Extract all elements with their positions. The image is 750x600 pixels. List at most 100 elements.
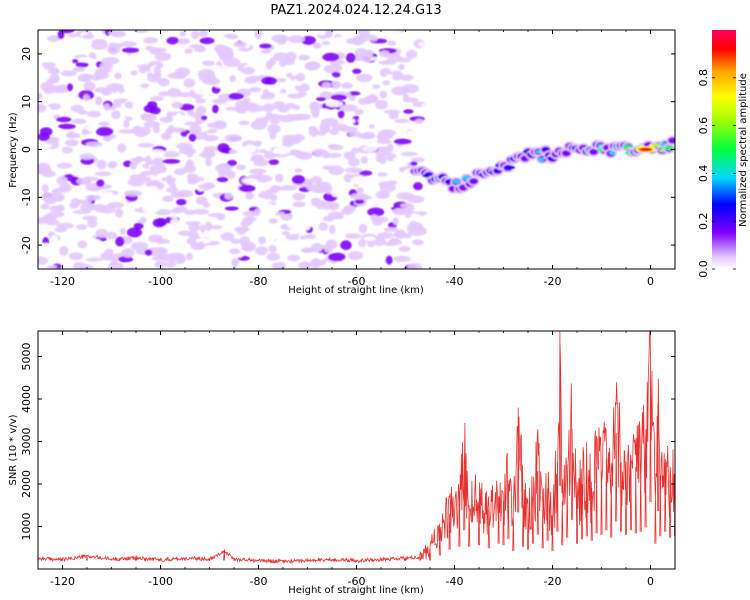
noise-blob: [154, 261, 167, 269]
noise-blob: [186, 147, 194, 158]
noise-blob: [294, 113, 312, 121]
noise-blob: [67, 33, 78, 38]
noise-blob: [236, 164, 246, 171]
noise-blob: [330, 94, 347, 101]
noise-blob: [56, 84, 70, 93]
noise-blob: [234, 226, 251, 232]
noise-blob: [362, 145, 378, 153]
snr-y-axis-label: SNR (10 * v/v): [8, 414, 19, 485]
snr-y-tick-label: 5000: [20, 343, 33, 371]
noise-blob: [583, 210, 591, 216]
noise-blob: [202, 60, 215, 66]
noise-blob: [287, 254, 301, 262]
noise-blob: [468, 35, 478, 39]
noise-blob: [249, 168, 267, 175]
noise-blob: [167, 87, 182, 98]
spectrogram-x-tick-label: -120: [50, 275, 75, 288]
noise-blob: [81, 128, 89, 136]
noise-blob: [404, 130, 418, 139]
noise-blob: [83, 81, 96, 92]
noise-blob: [527, 233, 538, 238]
noise-blob: [84, 125, 98, 132]
colorbar-tick-label: 0.2: [697, 212, 710, 230]
noise-blob: [162, 159, 181, 164]
noise-blob: [383, 227, 399, 232]
noise-blob: [261, 76, 278, 85]
snr-y-tick-label: 3000: [20, 428, 33, 456]
noise-blob: [400, 126, 415, 131]
snr-x-tick-label: -100: [148, 575, 173, 588]
noise-blob: [121, 248, 135, 258]
noise-blob: [203, 145, 220, 152]
noise-blob: [85, 194, 101, 201]
noise-blob: [452, 30, 461, 36]
noise-blob: [311, 242, 323, 253]
spectrogram-y-tick-label: -10: [20, 188, 33, 206]
noise-blob: [418, 206, 435, 212]
noise-blob: [195, 97, 206, 104]
noise-blob: [321, 108, 330, 116]
noise-blob: [593, 160, 603, 167]
noise-blob: [38, 93, 43, 100]
noise-blob: [395, 57, 412, 63]
noise-blob: [414, 118, 424, 124]
noise-blob: [85, 257, 103, 262]
noise-blob: [198, 183, 216, 190]
noise-blob: [242, 178, 258, 184]
noise-blob: [273, 146, 291, 155]
noise-blob: [485, 64, 492, 69]
noise-blob: [359, 170, 373, 176]
noise-blob: [248, 87, 262, 93]
noise-blob: [170, 192, 186, 198]
noise-blob: [243, 102, 258, 108]
noise-blob: [95, 127, 114, 137]
noise-blob: [130, 241, 149, 251]
noise-blob: [434, 81, 450, 85]
noise-blob: [145, 223, 152, 230]
noise-blob: [107, 202, 124, 208]
noise-blob: [490, 261, 504, 269]
noise-blob: [310, 101, 319, 109]
noise-blob: [199, 30, 209, 38]
noise-blob: [329, 224, 336, 235]
noise-blob: [47, 69, 61, 75]
noise-blob: [224, 206, 239, 211]
noise-blob: [79, 153, 95, 160]
noise-blob: [149, 164, 168, 174]
noise-blob: [509, 240, 520, 244]
noise-blob: [486, 128, 497, 134]
noise-blob: [41, 183, 49, 193]
noise-blob: [87, 218, 98, 228]
noise-blob: [285, 233, 302, 241]
noise-blob: [356, 187, 364, 194]
noise-blob: [78, 56, 94, 63]
noise-blob: [191, 30, 200, 40]
noise-blob: [315, 97, 327, 102]
noise-blob: [325, 30, 334, 39]
noise-blob: [448, 255, 457, 262]
noise-blob: [61, 146, 73, 154]
noise-blob: [337, 110, 345, 119]
noise-blob: [199, 224, 206, 233]
noise-blob: [184, 121, 202, 126]
snr-x-tick-label: -60: [348, 575, 366, 588]
noise-blob: [266, 252, 281, 261]
noise-blob: [621, 81, 636, 88]
noise-blob: [68, 252, 83, 261]
noise-blob: [120, 40, 137, 47]
noise-blob: [165, 230, 182, 237]
noise-blob: [401, 143, 412, 151]
noise-blob: [57, 123, 76, 130]
noise-blob: [354, 109, 364, 115]
noise-blob: [59, 182, 72, 193]
noise-blob: [312, 185, 325, 191]
noise-blob: [226, 34, 239, 40]
noise-blob: [652, 263, 669, 269]
spectrogram-x-tick-label: -100: [148, 275, 173, 288]
noise-blob: [110, 102, 122, 109]
noise-blob: [57, 204, 65, 212]
noise-blob: [213, 120, 227, 130]
noise-blob: [212, 98, 228, 105]
noise-blob: [311, 148, 328, 155]
